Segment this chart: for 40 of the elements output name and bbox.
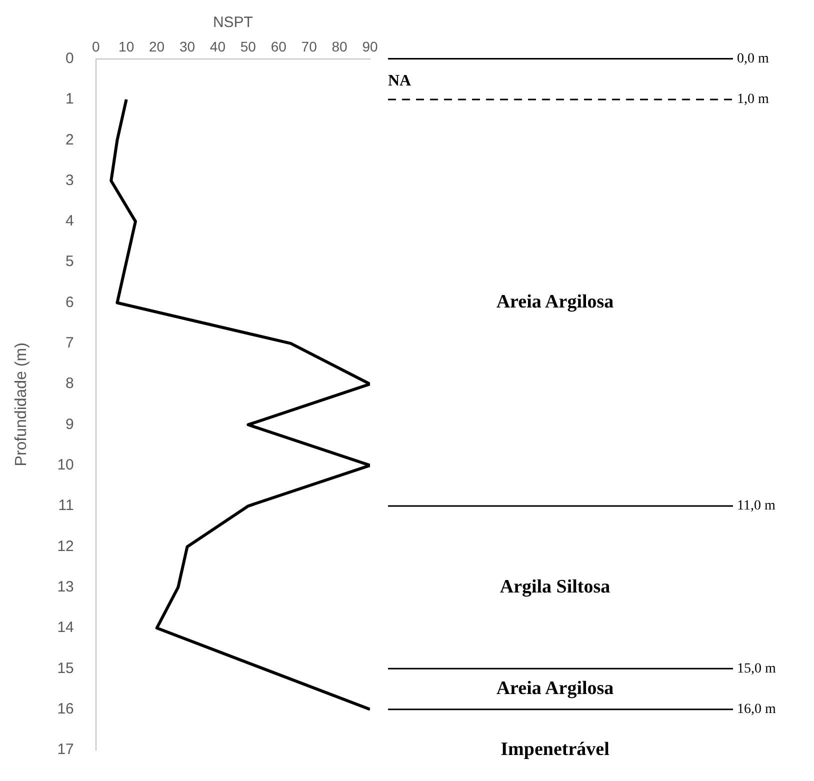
text: Argila Siltosa <box>500 576 611 598</box>
y-tick-label: 10 <box>57 456 74 474</box>
y-tick-label: 0 <box>66 50 74 67</box>
x-tick-label: 0 <box>92 38 100 54</box>
y-tick-label: 5 <box>66 253 74 270</box>
y-tick-label: 1 <box>66 90 74 108</box>
x-tick-label: 10 <box>118 38 134 54</box>
x-tick-label: 90 <box>362 38 378 54</box>
y-tick-label: 14 <box>57 619 74 636</box>
y-axis-title: Profundidade (m) <box>13 342 30 466</box>
text: Areia Argilosa <box>496 678 614 699</box>
ref-line-label: 11,0 m <box>737 498 776 514</box>
x-tick-label: 60 <box>270 38 287 54</box>
y-tick-label: 2 <box>66 131 74 148</box>
y-tick-label: 8 <box>66 375 74 392</box>
text: Impenetrável <box>500 738 610 760</box>
x-tick-label: 40 <box>210 38 226 54</box>
y-tick-label: 3 <box>66 172 74 189</box>
y-tick-label: 17 <box>57 741 74 758</box>
x-tick-label: 70 <box>301 38 318 54</box>
y-tick-label: 15 <box>57 660 74 677</box>
text: Areia Argilosa <box>496 292 614 313</box>
ref-line-label: 15,0 m <box>737 661 776 676</box>
y-tick-label: 4 <box>66 212 74 230</box>
x-tick-label: 20 <box>149 38 165 54</box>
y-tick-label: 13 <box>57 578 74 596</box>
x-axis-title: NSPT <box>212 14 253 32</box>
y-tick-label: 6 <box>66 294 74 311</box>
ref-line-label: 0,0 m <box>737 51 769 66</box>
ref-line-label: 16,0 m <box>737 702 776 718</box>
x-tick-label: 30 <box>179 38 196 54</box>
x-tick-label: 50 <box>240 38 256 54</box>
x-tick-label: 80 <box>332 38 348 54</box>
y-tick-label: 11 <box>58 497 74 514</box>
ref-line-label: 1,0 m <box>737 92 769 108</box>
y-tick-label: 9 <box>66 416 74 433</box>
y-tick-label: 16 <box>57 700 74 718</box>
text: NA <box>388 72 412 90</box>
y-tick-label: 7 <box>66 334 74 352</box>
y-tick-label: 12 <box>57 538 74 555</box>
